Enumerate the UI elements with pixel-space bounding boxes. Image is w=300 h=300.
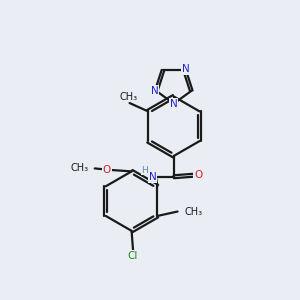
Text: O: O bbox=[194, 170, 202, 180]
Text: CH₃: CH₃ bbox=[70, 164, 88, 173]
Text: CH₃: CH₃ bbox=[120, 92, 138, 101]
Text: Cl: Cl bbox=[128, 251, 138, 261]
Text: H: H bbox=[141, 166, 148, 175]
Text: O: O bbox=[103, 165, 111, 175]
Text: N: N bbox=[170, 99, 178, 109]
Text: N: N bbox=[148, 172, 156, 182]
Text: N: N bbox=[151, 86, 159, 96]
Text: CH₃: CH₃ bbox=[184, 206, 202, 217]
Text: N: N bbox=[182, 64, 190, 74]
